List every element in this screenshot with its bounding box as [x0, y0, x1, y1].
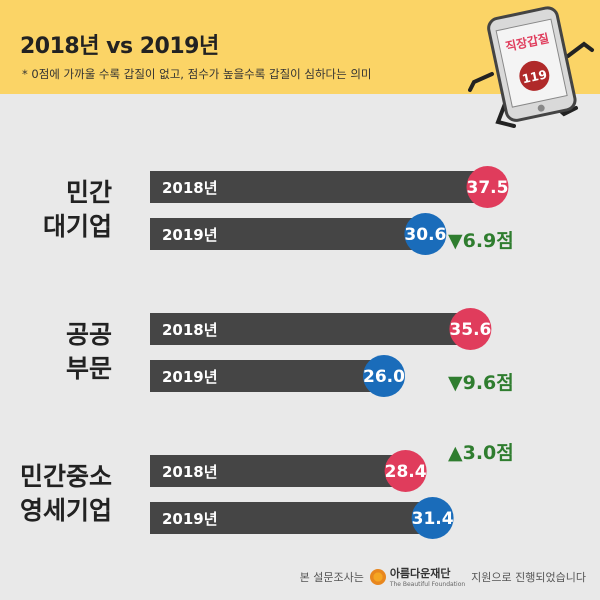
value-label: 28.4 [385, 462, 427, 482]
value-label: 31.4 [412, 509, 454, 529]
foundation-logo: 아름다운재단 The Beautiful Foundation [369, 565, 466, 588]
bar [150, 502, 433, 534]
phone-badge-text: 119 [521, 67, 548, 86]
change-label: ▲3.0점 [448, 442, 514, 464]
bar-series-label: 2018년 [162, 321, 218, 339]
phone-mascot-illustration: 직장갑질 119 [468, 4, 598, 134]
page-subtitle: * 0점에 가까울 수록 갑질이 없고, 점수가 높을수록 갑질이 심하다는 의… [22, 67, 372, 81]
change-label: ▼6.9점 [448, 230, 514, 252]
bar-series-label: 2019년 [162, 368, 218, 386]
value-label: 26.0 [363, 367, 405, 387]
value-badge [411, 497, 454, 539]
value-badge [449, 308, 492, 350]
footer-suffix: 지원으로 진행되었습니다 [471, 570, 586, 584]
bar [150, 360, 384, 392]
footer-credit: 본 설문조사는 아름다운재단 The Beautiful Foundation … [300, 565, 586, 588]
footer-prefix: 본 설문조사는 [299, 570, 364, 584]
bar-series-label: 2018년 [162, 179, 218, 197]
logo-name: 아름다운재단 [389, 567, 451, 580]
value-label: 35.6 [449, 320, 491, 340]
bar [150, 455, 406, 487]
group-label: 영세기업 [20, 496, 112, 525]
value-badge [384, 450, 427, 492]
group-label: 민간 [66, 178, 112, 207]
group-label: 민간중소 [20, 462, 112, 491]
value-label: 37.5 [467, 178, 509, 198]
bar [150, 218, 426, 250]
value-badge [466, 166, 509, 208]
group-label: 부문 [66, 354, 112, 383]
group-label: 공공 [66, 320, 112, 349]
value-label: 30.6 [404, 225, 446, 245]
group-label: 대기업 [43, 212, 112, 241]
bar-series-label: 2019년 [162, 510, 218, 528]
logo-subtitle: The Beautiful Foundation [389, 581, 466, 588]
page-title: 2018년 vs 2019년 [20, 34, 219, 59]
change-label: ▼9.6점 [448, 372, 514, 394]
bar [150, 171, 488, 203]
value-badge [363, 355, 405, 397]
bar [150, 313, 471, 345]
flower-icon [369, 568, 386, 585]
bar-series-label: 2019년 [162, 226, 218, 244]
bar-series-label: 2018년 [162, 463, 218, 481]
value-badge [404, 213, 447, 255]
